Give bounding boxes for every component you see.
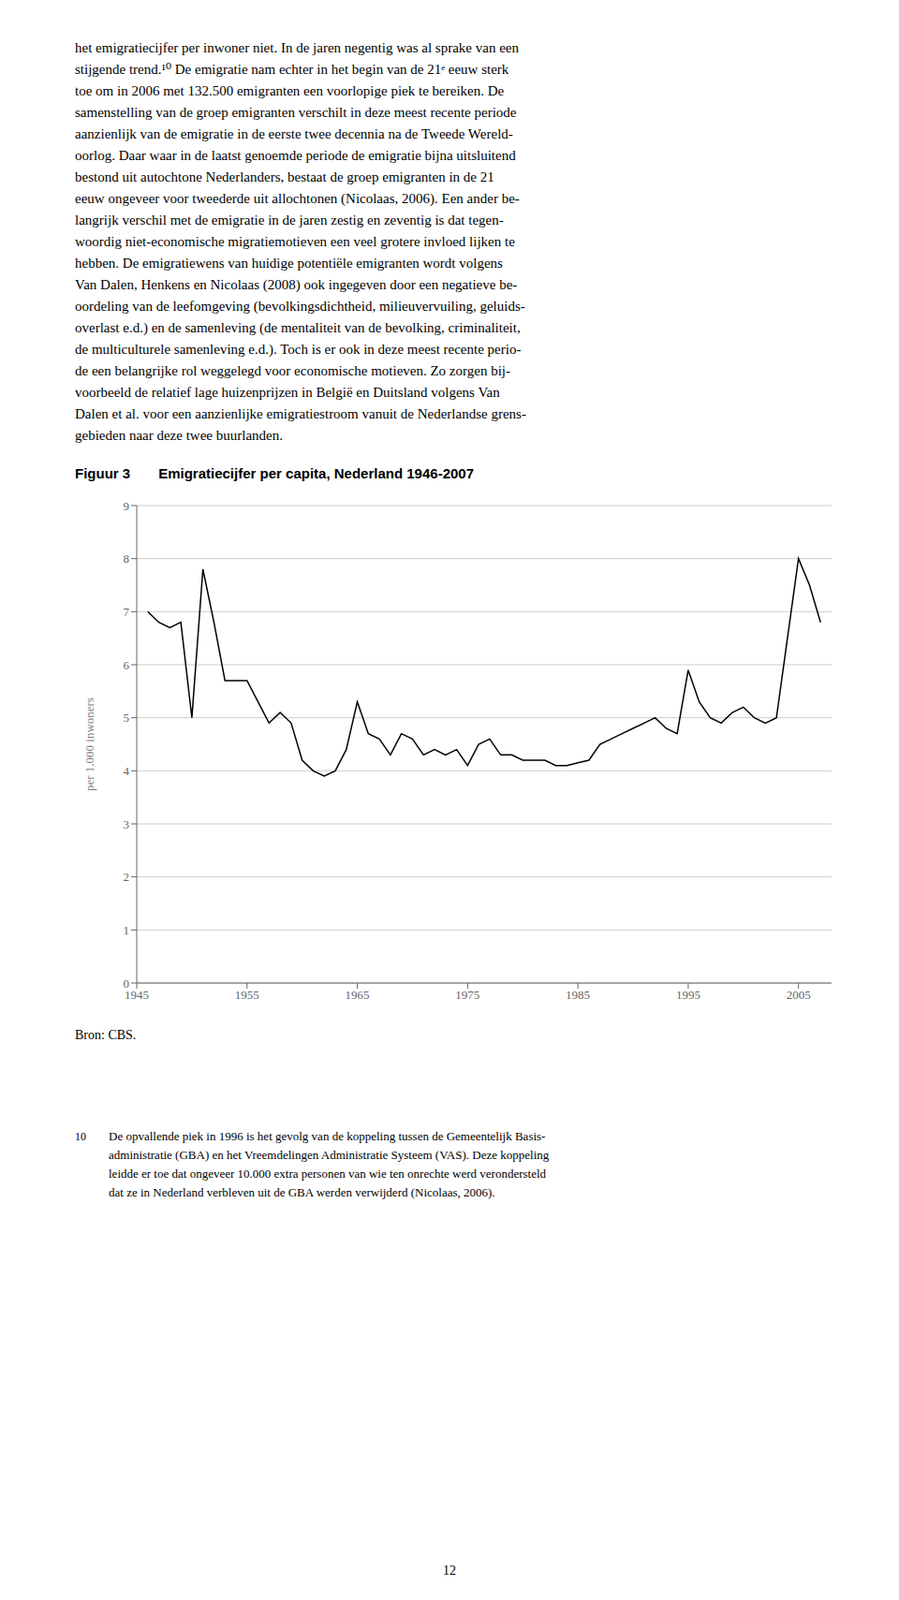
svg-text:1975: 1975: [455, 987, 480, 1003]
svg-text:5: 5: [123, 710, 131, 725]
html-text:Van Dalen, Henkens en Nicolaas: Van Dalen, Henkens en Nicolaas (2008) oo…: [74, 277, 518, 293]
html-text:oordeling van de leefomgeving: oordeling van de leefomgeving (bevolking…: [74, 298, 526, 314]
svg-text:per 1.000 inwoners: per 1.000 inwoners: [82, 697, 97, 792]
svg-text:1995: 1995: [676, 987, 701, 1003]
html-text:12: 12: [442, 1563, 457, 1578]
html-text:bestond uit autochtone Nederla: bestond uit autochtone Nederlanders, bes…: [74, 169, 495, 185]
html-text:voorbeeld de relatief lage hui: voorbeeld de relatief lage huizenprijzen…: [74, 384, 500, 400]
svg-text:9: 9: [123, 499, 131, 514]
html-text:het emigratiecijfer per inwone: het emigratiecijfer per inwoner niet. In…: [74, 40, 519, 56]
svg-text:1: 1: [123, 923, 131, 938]
html-text:dat ze in Nederland verbleven: dat ze in Nederland verbleven uit de GBA…: [108, 1185, 496, 1200]
svg-text:1985: 1985: [565, 987, 590, 1003]
svg-text:1965: 1965: [345, 987, 370, 1003]
svg-text:3: 3: [123, 817, 131, 832]
svg-text:6: 6: [123, 658, 131, 673]
html-text:eeuw ongeveer voor tweederde u: eeuw ongeveer voor tweederde uit allocht…: [74, 191, 520, 207]
html-text:overlast e.d.) en de samenlevi: overlast e.d.) en de samenleving (de men…: [74, 320, 521, 336]
html-text:Dalen et al. voor een aanzienl: Dalen et al. voor een aanzienlijke emigr…: [74, 406, 527, 422]
svg-text:2: 2: [123, 869, 131, 885]
html-text:woordig niet-economische migra: woordig niet-economische migratiemotieve…: [74, 234, 515, 250]
svg-text:1955: 1955: [235, 987, 260, 1003]
html-text:langrijk verschil met de emigr: langrijk verschil met de emigratie in de…: [74, 212, 504, 228]
html-text:stijgende trend.¹⁰ De emigrati: stijgende trend.¹⁰ De emigratie nam echt…: [74, 61, 509, 77]
html-text:administratie (GBA) en het Vre: administratie (GBA) en het Vreemdelingen…: [108, 1148, 550, 1163]
html-text:gebieden naar deze twee buurla: gebieden naar deze twee buurlanden.: [74, 427, 283, 443]
svg-text:4: 4: [123, 764, 131, 779]
html-text:oorlog. Daar waar in de laatst: oorlog. Daar waar in de laatst genoemde …: [74, 147, 516, 163]
html-text:hebben. De emigratiewens van h: hebben. De emigratiewens van huidige pot…: [74, 255, 503, 271]
svg-text:7: 7: [123, 604, 131, 619]
html-text:leidde er toe dat ongeveer 10.: leidde er toe dat ongeveer 10.000 extra …: [108, 1166, 547, 1181]
html-text:de een belangrijke rol weggele: de een belangrijke rol weggelegd voor ec…: [74, 363, 511, 379]
html-text:10: 10: [74, 1130, 87, 1144]
svg-text:8: 8: [123, 551, 131, 566]
html-text:Bron: CBS.: Bron: CBS.: [74, 1028, 137, 1043]
html-text:toe om in 2006 met 132.500 emi: toe om in 2006 met 132.500 emigranten ee…: [74, 83, 505, 99]
html-text:Figuur 3: Figuur 3: [74, 465, 131, 482]
html-text:Emigratiecijfer per capita, Ne: Emigratiecijfer per capita, Nederland 19…: [158, 465, 474, 482]
html-text:de multiculturele samenleving: de multiculturele samenleving e.d.). Toc…: [74, 341, 522, 357]
html-text:De opvallende piek in 1996 is: De opvallende piek in 1996 is het gevolg…: [108, 1129, 546, 1144]
svg-text:2005: 2005: [786, 987, 811, 1003]
html-text:aanzienlijk van de emigratie i: aanzienlijk van de emigratie in de eerst…: [74, 126, 513, 142]
svg-text:0: 0: [123, 976, 131, 991]
html-text:samenstelling van de groep emi: samenstelling van de groep emigranten ve…: [74, 104, 517, 120]
svg-text:1945: 1945: [124, 988, 149, 1003]
